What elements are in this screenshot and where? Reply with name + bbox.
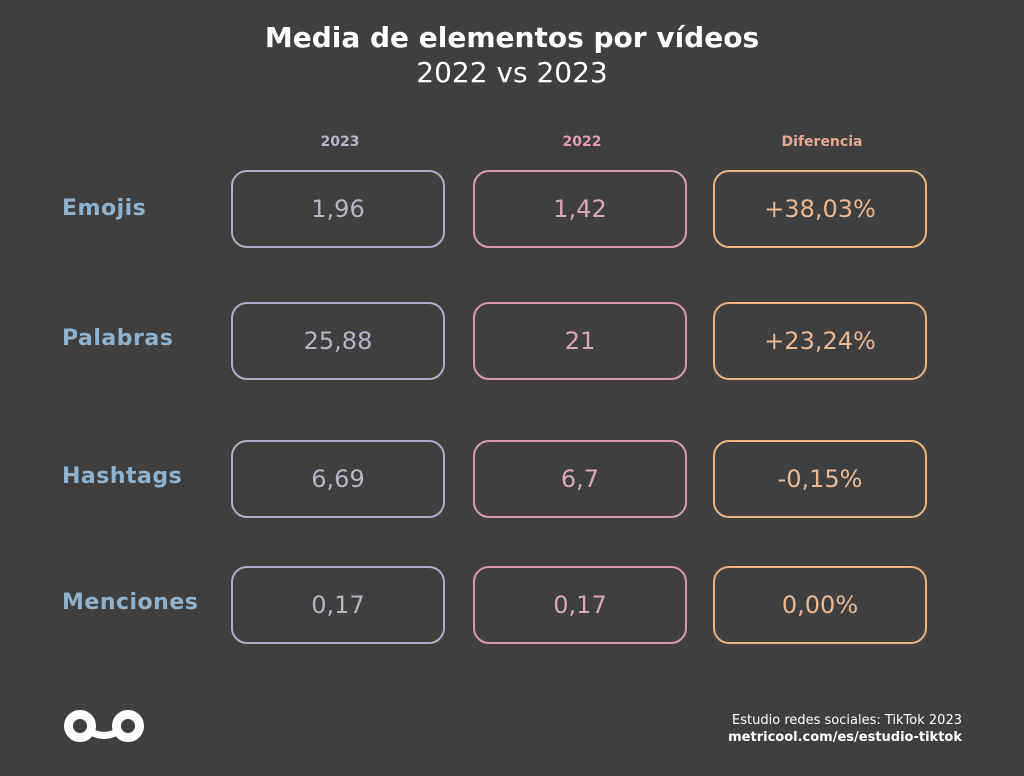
cell-emojis-diferencia: +38,03% (713, 170, 927, 248)
cell-menciones-2023: 0,17 (231, 566, 445, 644)
cell-menciones-2022: 0,17 (473, 566, 687, 644)
row-label-menciones: Menciones (62, 590, 199, 615)
row-label-hashtags: Hashtags (62, 464, 183, 489)
column-header-diferencia: Diferencia (781, 134, 863, 150)
cell-hashtags-2023: 6,69 (231, 440, 445, 518)
metricool-infinity-logo-icon (64, 710, 144, 742)
footer: Estudio redes sociales: TikTok 2023 metr… (728, 712, 962, 746)
column-header-2023: 2023 (320, 134, 360, 150)
chart-subtitle: 2022 vs 2023 (416, 56, 608, 89)
row-label-palabras: Palabras (62, 326, 174, 351)
cell-palabras-diferencia: +23,24% (713, 302, 927, 380)
cell-menciones-diferencia: 0,00% (713, 566, 927, 644)
cell-emojis-2022: 1,42 (473, 170, 687, 248)
footer-source: Estudio redes sociales: TikTok 2023 (732, 713, 962, 728)
chart-title-block: Media de elementos por vídeos 2022 vs 20… (0, 20, 1024, 90)
cell-palabras-2023: 25,88 (231, 302, 445, 380)
column-header-2022: 2022 (562, 134, 602, 150)
footer-link[interactable]: metricool.com/es/estudio-tiktok (728, 730, 962, 745)
cell-hashtags-2022: 6,7 (473, 440, 687, 518)
row-label-emojis: Emojis (62, 196, 147, 221)
cell-hashtags-diferencia: -0,15% (713, 440, 927, 518)
cell-palabras-2022: 21 (473, 302, 687, 380)
chart-title: Media de elementos por vídeos (264, 21, 760, 54)
cell-emojis-2023: 1,96 (231, 170, 445, 248)
